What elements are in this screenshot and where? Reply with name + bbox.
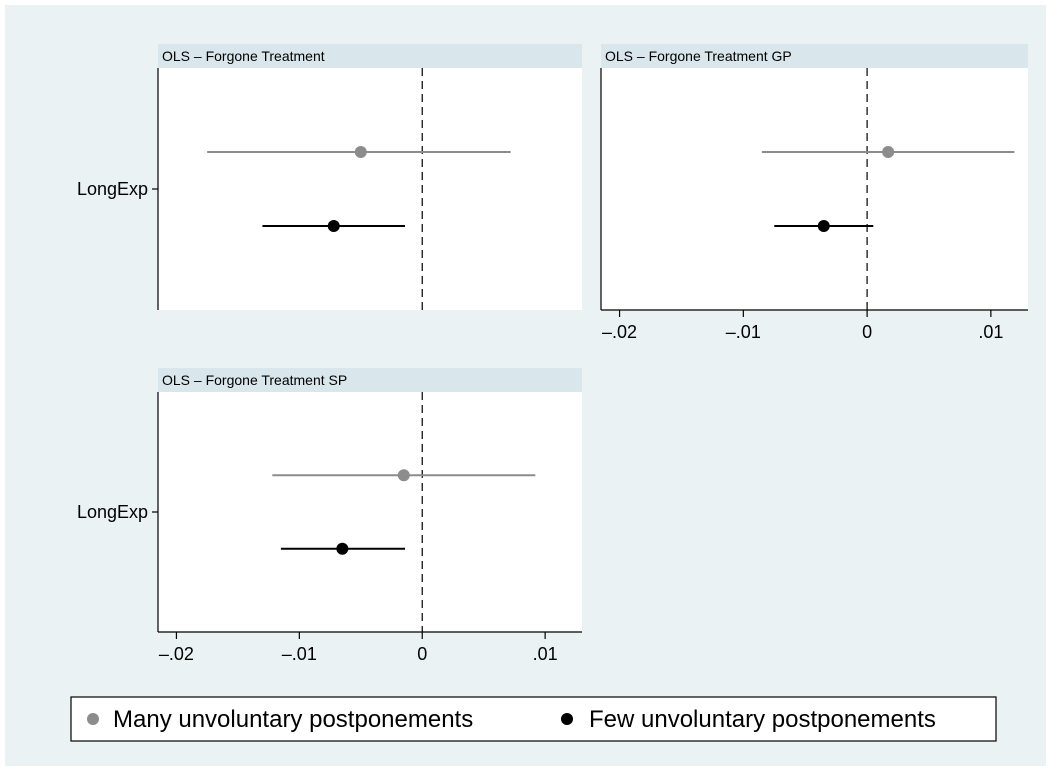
point-estimate bbox=[817, 220, 830, 233]
legend-box bbox=[70, 696, 997, 742]
x-tick-label: –.02 bbox=[602, 322, 637, 342]
plot-area bbox=[601, 68, 1028, 310]
plot-area bbox=[158, 68, 582, 310]
panel-title: OLS – Forgone Treatment bbox=[162, 48, 325, 64]
point-estimate bbox=[882, 145, 895, 158]
x-tick-label: –.02 bbox=[159, 644, 194, 664]
x-tick-label: –.01 bbox=[726, 322, 761, 342]
x-tick-label: 0 bbox=[417, 644, 427, 664]
point-estimate bbox=[397, 469, 410, 482]
legend-marker bbox=[561, 713, 573, 725]
panel-1: OLS – Forgone Treatment LongExp bbox=[77, 44, 582, 310]
y-tick-label: LongExp bbox=[77, 502, 148, 522]
panel-title-strip bbox=[601, 44, 1028, 68]
x-tick-label: .01 bbox=[533, 644, 558, 664]
x-tick-label: .01 bbox=[978, 322, 1003, 342]
x-tick-label: –.01 bbox=[282, 644, 317, 664]
legend-label: Many unvoluntary postponements bbox=[113, 706, 473, 733]
panel-2: OLS – Forgone Treatment GP –.02 –.01 0 .01 bbox=[600, 44, 1028, 342]
point-estimate bbox=[327, 220, 340, 233]
point-estimate bbox=[336, 542, 349, 555]
panel-3: OLS – Forgone Treatment SP LongExp –.02 –.0… bbox=[77, 368, 582, 664]
panel-title: OLS – Forgone Treatment GP bbox=[605, 48, 792, 64]
point-estimate bbox=[354, 145, 367, 158]
panel-title-strip bbox=[158, 44, 582, 68]
legend-label: Few unvoluntary postponements bbox=[589, 706, 936, 733]
panel-title: OLS – Forgone Treatment SP bbox=[162, 372, 347, 388]
x-tick-label: 0 bbox=[862, 322, 872, 342]
panel-title-strip bbox=[158, 368, 582, 392]
plot-area bbox=[158, 392, 582, 632]
legend: Many unvoluntary postponements Few unvolu… bbox=[70, 696, 997, 742]
legend-marker bbox=[87, 713, 99, 725]
y-tick-label: LongExp bbox=[77, 179, 148, 199]
